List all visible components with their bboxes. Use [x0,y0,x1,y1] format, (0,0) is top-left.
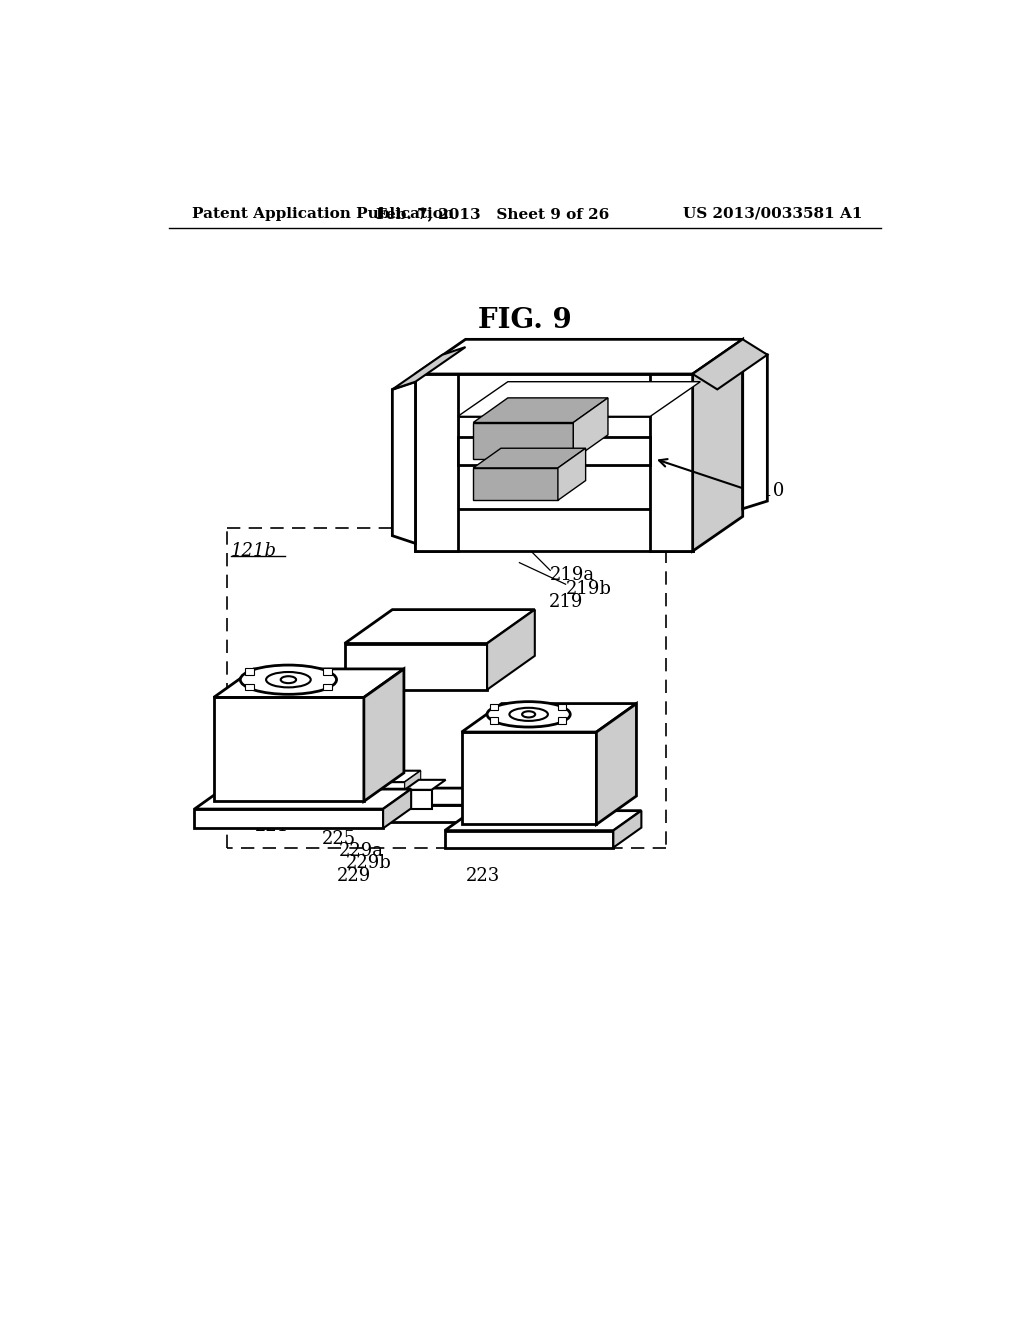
Text: 219: 219 [549,594,583,611]
Ellipse shape [487,702,570,727]
Bar [245,668,254,675]
Polygon shape [558,449,586,500]
Polygon shape [487,610,535,689]
Polygon shape [596,704,637,825]
Polygon shape [383,789,412,829]
Text: Feb. 7, 2013   Sheet 9 of 26: Feb. 7, 2013 Sheet 9 of 26 [376,207,609,220]
Bar [558,705,565,710]
Polygon shape [462,733,596,825]
Polygon shape [473,449,586,469]
Text: 225: 225 [322,830,355,847]
Polygon shape [214,697,364,801]
Polygon shape [458,465,650,508]
Polygon shape [404,771,421,804]
Text: 227: 227 [398,619,433,638]
Bar [558,718,565,723]
Ellipse shape [281,676,296,684]
Polygon shape [376,781,404,804]
Text: 229a: 229a [339,842,383,861]
Polygon shape [214,669,403,697]
Polygon shape [392,381,416,544]
Polygon shape [364,669,403,801]
Polygon shape [404,780,445,789]
Text: US 2013/0033581 A1: US 2013/0033581 A1 [683,207,862,220]
Bar [323,684,333,690]
Polygon shape [462,704,637,733]
Text: 219a: 219a [550,566,595,585]
Polygon shape [376,771,421,781]
Polygon shape [444,830,613,847]
Polygon shape [345,610,535,644]
Bar [490,705,498,710]
Ellipse shape [522,711,536,718]
Ellipse shape [509,708,548,721]
Polygon shape [416,374,458,552]
Polygon shape [473,397,608,422]
Text: 229b: 229b [346,854,392,873]
Polygon shape [512,788,536,822]
Polygon shape [473,422,573,459]
Text: 229: 229 [337,867,371,884]
Text: 220: 220 [309,701,343,718]
Ellipse shape [266,672,310,688]
Polygon shape [345,644,487,689]
Text: 223: 223 [466,867,500,884]
Bar [245,684,254,690]
Text: 121b: 121b [230,543,276,560]
Polygon shape [416,374,692,416]
Text: FIG. 9: FIG. 9 [478,306,571,334]
Bar [490,718,498,723]
Polygon shape [195,789,412,809]
Polygon shape [650,374,692,552]
Polygon shape [444,810,641,830]
Polygon shape [285,788,536,805]
Text: 219b: 219b [565,581,611,598]
Polygon shape [416,339,742,374]
Polygon shape [692,339,742,552]
Ellipse shape [241,665,337,694]
Polygon shape [573,397,608,459]
Polygon shape [404,789,432,809]
Bar [323,668,333,675]
Polygon shape [613,810,641,847]
Text: 210: 210 [751,482,784,500]
Polygon shape [392,347,466,389]
Polygon shape [473,469,558,500]
Polygon shape [285,805,512,822]
Polygon shape [742,347,767,508]
Polygon shape [416,508,692,552]
Polygon shape [458,381,700,416]
Polygon shape [458,437,650,465]
Text: Patent Application Publication: Patent Application Publication [193,207,455,220]
Text: 221: 221 [255,817,290,834]
Polygon shape [195,809,383,829]
Polygon shape [458,416,650,437]
Polygon shape [692,339,767,389]
